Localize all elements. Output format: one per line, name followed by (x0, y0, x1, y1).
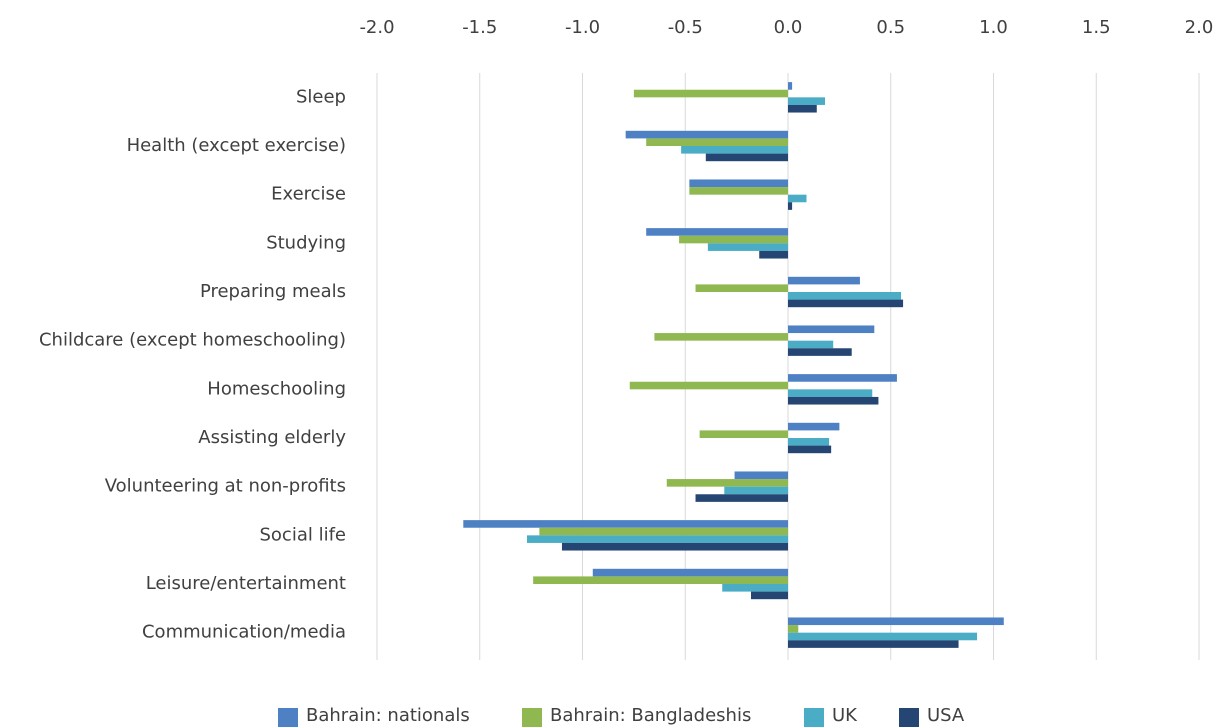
bar (788, 422, 840, 431)
bar (788, 632, 978, 641)
bar (751, 591, 788, 600)
bar (788, 617, 1004, 626)
bar (788, 299, 904, 308)
bar (633, 89, 788, 98)
y-tick-label: Exercise (271, 184, 346, 205)
bar (788, 389, 873, 397)
bar (724, 486, 788, 495)
bar (788, 625, 799, 633)
legend-label: USA (927, 705, 965, 726)
bar (646, 138, 788, 146)
bar (689, 187, 788, 195)
y-tick-label: Studying (266, 232, 346, 253)
bar (788, 194, 807, 203)
bar (681, 146, 788, 154)
x-tick-label: 1.5 (1082, 17, 1111, 38)
y-tick-label: Health (except exercise) (127, 135, 346, 156)
x-tick-label: 0.5 (876, 17, 905, 38)
bar (788, 438, 830, 446)
y-tick-label: Social life (259, 524, 346, 545)
bar (788, 374, 897, 382)
bar (734, 471, 788, 480)
y-tick-label: Sleep (296, 86, 346, 107)
bar (463, 520, 788, 528)
bar (788, 640, 959, 648)
bar (788, 292, 902, 300)
x-tick-label: 2.0 (1185, 17, 1214, 38)
bar (788, 396, 879, 405)
bar (561, 542, 788, 551)
bar (699, 430, 788, 438)
legend-label: UK (832, 705, 858, 726)
y-tick-label: Communication/media (142, 622, 346, 643)
x-tick-label: -1.5 (462, 17, 497, 38)
legend-label: Bahrain: Bangladeshis (550, 705, 751, 726)
legend-swatch (899, 708, 919, 727)
bar (707, 243, 788, 251)
y-tick-label: Preparing meals (200, 281, 346, 302)
bar (788, 276, 860, 285)
y-tick-label: Childcare (except homeschooling) (39, 330, 346, 351)
y-tick-label: Volunteering at non-profits (105, 476, 346, 497)
legend-swatch (278, 708, 298, 727)
bar (788, 82, 793, 90)
x-tick-label: -0.5 (668, 17, 703, 38)
bar (679, 235, 788, 244)
legend-swatch (804, 708, 824, 727)
bar (722, 584, 788, 592)
bar (527, 535, 788, 543)
x-tick-label: -2.0 (359, 17, 394, 38)
y-tick-label: Assisting elderly (198, 427, 346, 448)
x-tick-label: -1.0 (565, 17, 600, 38)
bar (788, 97, 825, 105)
bar (695, 494, 788, 502)
bar (788, 445, 832, 454)
bar (759, 250, 788, 259)
bar (788, 348, 852, 356)
y-tick-label: Leisure/entertainment (146, 573, 346, 594)
bar (592, 568, 788, 577)
bar (625, 130, 788, 139)
bar (689, 179, 788, 188)
bar (646, 228, 788, 236)
x-tick-label: 1.0 (979, 17, 1008, 38)
bar (629, 381, 788, 390)
bar (666, 479, 788, 487)
bar (788, 202, 793, 210)
legend-swatch (522, 708, 542, 727)
x-tick-label: 0.0 (774, 17, 803, 38)
bar (705, 153, 788, 162)
bar (695, 284, 788, 292)
bar (788, 104, 817, 113)
bar (533, 576, 788, 584)
bar (788, 325, 875, 334)
bar (654, 333, 788, 341)
y-tick-label: Homeschooling (207, 378, 346, 399)
bar (539, 527, 788, 536)
bar (788, 340, 834, 349)
legend-label: Bahrain: nationals (306, 705, 470, 726)
